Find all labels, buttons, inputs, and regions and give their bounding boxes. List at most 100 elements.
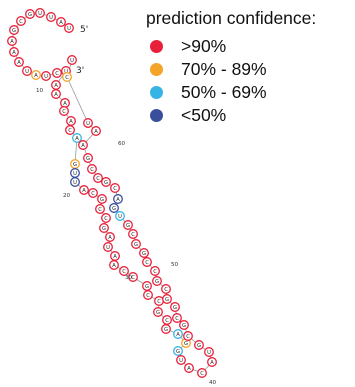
nucleotide-base: G xyxy=(164,327,168,333)
nucleotide-28: G xyxy=(97,194,107,204)
nucleotide-base: U xyxy=(44,74,48,80)
nucleotide-63: G xyxy=(131,239,141,249)
nucleotide-base: U xyxy=(25,69,29,75)
nucleotide-circle xyxy=(204,347,214,357)
nucleotide-circle xyxy=(16,16,26,26)
nucleotide-44: A xyxy=(173,329,183,339)
legend-item-low: 50% - 69% xyxy=(144,81,354,104)
nucleotide-circle xyxy=(123,220,133,230)
nucleotide-10: A xyxy=(14,57,24,67)
nucleotide-circle xyxy=(150,266,160,276)
nucleotide-circle xyxy=(25,9,35,19)
nucleotide-56: G xyxy=(170,302,180,312)
nucleotide-circle xyxy=(62,72,72,82)
nucleotide-64: C xyxy=(128,229,138,239)
nucleotide-circle xyxy=(161,324,171,334)
three-prime-end-label: 3' xyxy=(76,66,84,76)
nucleotide-26: A xyxy=(79,185,89,195)
nucleotide-circle xyxy=(83,153,93,163)
nucleotide-circle xyxy=(176,355,186,365)
nucleotide-72: C xyxy=(87,164,97,174)
legend-dot-navy xyxy=(150,109,163,122)
nucleotide-base: G xyxy=(104,180,108,186)
nucleotide-60: C xyxy=(150,266,160,276)
nucleotide-39: C xyxy=(143,290,153,300)
nucleotide-base: A xyxy=(113,254,117,260)
nucleotide-base: G xyxy=(28,12,32,18)
nucleotide-base: C xyxy=(157,299,161,305)
nucleotide-73: G xyxy=(83,153,93,163)
nucleotide-circle xyxy=(9,47,19,57)
nucleotide-base: G xyxy=(165,297,169,303)
nucleotide-66: U xyxy=(115,211,125,221)
legend-item-mid: 70% - 89% xyxy=(144,58,354,81)
nucleotide-54: G xyxy=(179,320,189,330)
nucleotide-circle xyxy=(65,125,75,135)
nucleotide-circle xyxy=(88,188,98,198)
nucleotide-base: C xyxy=(62,109,66,115)
nucleotide-24: U xyxy=(70,168,80,178)
legend-label: 50% - 69% xyxy=(181,82,267,102)
nucleotide-circle xyxy=(173,346,183,356)
nucleotide-circle xyxy=(67,55,77,65)
nucleotide-base: C xyxy=(200,371,204,377)
nucleotide-71: C xyxy=(93,173,103,183)
nucleotide-circle xyxy=(56,17,66,27)
nucleotide-circle xyxy=(41,71,51,81)
legend-item-lowest: <50% xyxy=(144,104,354,127)
nucleotide-circle xyxy=(91,126,101,136)
legend-label: <50% xyxy=(181,105,227,125)
nucleotide-circle xyxy=(207,357,217,367)
nucleotide-50: A xyxy=(207,357,217,367)
nucleotide-base: C xyxy=(153,269,157,275)
nucleotide-base: U xyxy=(86,121,90,127)
nucleotide-base: A xyxy=(63,101,67,107)
nucleotide-25: U xyxy=(70,177,80,187)
nucleotide-base: U xyxy=(49,15,53,21)
position-label-20: 20 xyxy=(63,193,71,199)
nucleotide-circle xyxy=(59,106,69,116)
nucleotide-6: C xyxy=(16,16,26,26)
five-prime-end-label: 5' xyxy=(80,25,88,35)
legend-dot-red xyxy=(150,40,163,53)
nucleotide-12: A xyxy=(31,70,41,80)
nucleotide-circle xyxy=(46,12,56,22)
nucleotide-circle xyxy=(51,89,61,99)
nucleotide-7: G xyxy=(9,25,19,35)
nucleotide-14: C xyxy=(52,68,62,78)
nucleotide-base: G xyxy=(156,310,160,316)
nucleotide-circle xyxy=(97,194,107,204)
nucleotide-circle xyxy=(101,213,111,223)
nucleotide-34: A xyxy=(110,251,120,261)
nucleotide-base: G xyxy=(197,343,201,349)
nucleotide-circle xyxy=(170,302,180,312)
nucleotide-17: A xyxy=(51,89,61,99)
position-label-30: 30 xyxy=(125,275,133,281)
nucleotide-23: G xyxy=(70,159,80,169)
nucleotide-base: G xyxy=(102,226,106,232)
nucleotide-base: U xyxy=(38,11,42,17)
nucleotide-16: A xyxy=(51,80,61,90)
nucleotide-47: U xyxy=(176,355,186,365)
nucleotide-69: C xyxy=(110,183,120,193)
nucleotide-1: U xyxy=(64,23,74,33)
nucleotide-base: C xyxy=(90,167,94,173)
nucleotide-base: C xyxy=(113,186,117,192)
nucleotide-base: C xyxy=(68,128,72,134)
nucleotide-20: A xyxy=(66,116,76,126)
nucleotide-base: A xyxy=(69,119,73,125)
nucleotide-base: A xyxy=(54,92,58,98)
nucleotide-circle xyxy=(110,183,120,193)
rna-position-labels: 5' 3' 10 20 30 40 50 60 xyxy=(36,25,217,386)
legend-dot-orange xyxy=(150,63,163,76)
nucleotide-base: A xyxy=(210,360,214,366)
nucleotide-70: G xyxy=(101,177,111,187)
nucleotide-base: A xyxy=(75,136,79,142)
nucleotide-30: C xyxy=(101,213,111,223)
nucleotide-base: G xyxy=(112,206,116,212)
nucleotide-19: C xyxy=(59,106,69,116)
nucleotide-circle xyxy=(70,177,80,187)
nucleotide-21: C xyxy=(65,125,75,135)
